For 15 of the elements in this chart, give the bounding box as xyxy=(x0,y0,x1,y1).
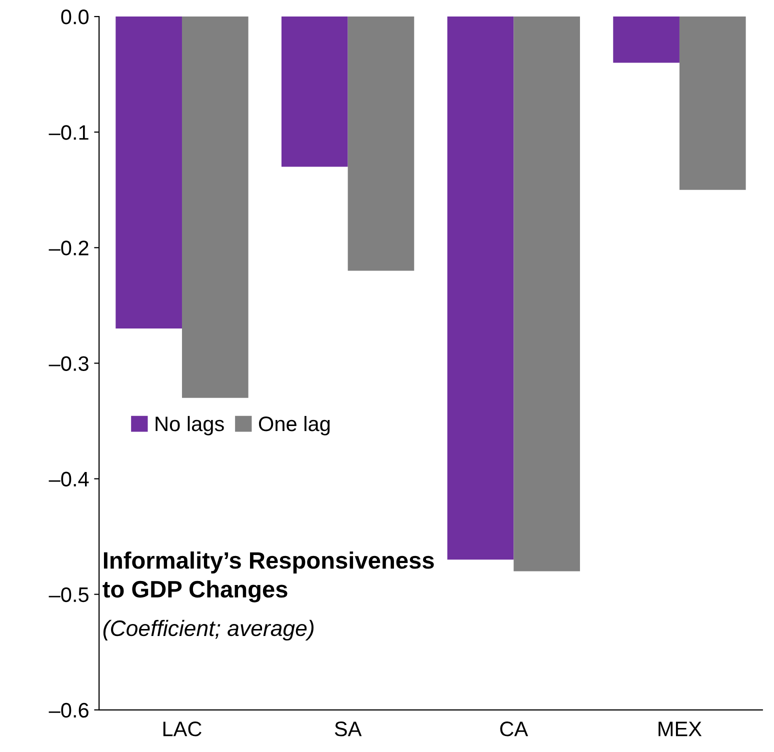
x-tick-label: SA xyxy=(334,722,362,736)
y-tick-label: –0.5 xyxy=(48,587,88,602)
y-tick-label: –0.6 xyxy=(48,702,88,718)
y-tick-label: –0.3 xyxy=(48,356,88,371)
y-tick-label: –0.2 xyxy=(48,240,88,256)
y-tick-label: –0.4 xyxy=(48,472,89,487)
y-tick-label: –0.1 xyxy=(48,125,88,140)
legend-label: One lag xyxy=(258,416,330,436)
y-tick-label: 0.0 xyxy=(61,10,89,24)
legend-label: No lags xyxy=(156,416,224,436)
text: Informality’s Responsiveness to GDP Changes xyxy=(102,551,434,602)
x-tick-label: LAC xyxy=(163,722,202,736)
text: (Coefficient; average) xyxy=(103,620,314,641)
x-tick-label: CA xyxy=(500,722,528,736)
x-tick-label: MEX xyxy=(658,722,702,736)
